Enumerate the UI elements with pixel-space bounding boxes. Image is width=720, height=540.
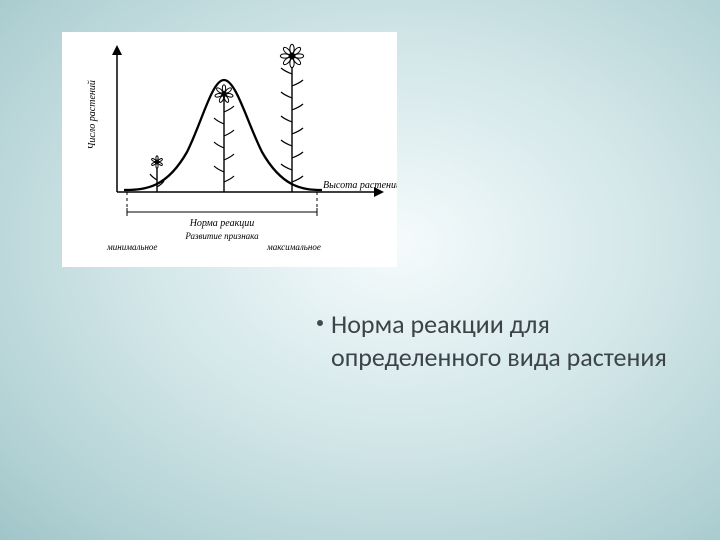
svg-text:Развитие признака: Развитие признака <box>184 231 259 241</box>
diagram-container: Число растений Высота растений Норма реакц… <box>62 32 397 267</box>
bullet-block: Норма реакции для определенного вида рас… <box>317 308 687 373</box>
slide: Число растений Высота растений Норма реакц… <box>0 0 720 540</box>
reaction-norm-diagram: Число растений Высота растений Норма реакц… <box>62 32 397 267</box>
svg-text:минимальное: минимальное <box>106 242 157 252</box>
svg-text:Число растений: Число растений <box>87 80 98 149</box>
bullet-item: Норма реакции для определенного вида рас… <box>317 308 687 373</box>
bullet-text: Норма реакции для определенного вида рас… <box>331 308 687 373</box>
svg-text:Высота растений: Высота растений <box>323 180 397 191</box>
svg-text:максимальное: максимальное <box>266 242 321 252</box>
svg-text:Норма реакции: Норма реакции <box>189 218 255 229</box>
bullet-marker <box>317 320 323 326</box>
